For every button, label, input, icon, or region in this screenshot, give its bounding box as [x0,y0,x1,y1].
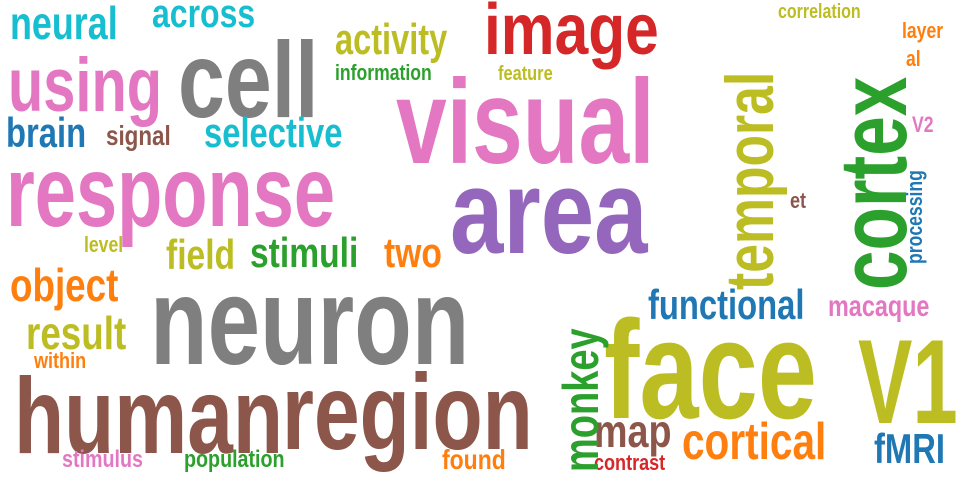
word-visual: visual [396,55,655,189]
word-neuron: neuron [150,253,470,391]
word-contrast: contrast [594,450,666,475]
word-brain: brain [6,109,87,156]
word-activity: activity [335,15,448,64]
word-signal: signal [106,120,171,151]
word-cell: cell [178,19,319,140]
word-two: two [384,229,442,276]
word-cortical: cortical [682,413,827,471]
word-region: region [282,351,533,472]
word-face: face [604,291,817,448]
word-response: response [6,136,336,248]
word-processing: processing [902,170,927,264]
word-correlation: correlation [778,1,861,23]
word-human: human [14,355,284,476]
word-functional: functional [648,281,805,328]
word-neural: neural [10,0,118,49]
word-V1: V1 [858,315,958,449]
word-layer: layer [902,18,944,43]
word-field: field [166,231,236,278]
word-macaque: macaque [828,290,930,323]
word-stimuli: stimuli [250,229,359,276]
word-across: across [152,0,256,36]
word-using: using [8,43,163,128]
word-et: et [790,188,807,213]
word-monkey: monkey [553,328,609,472]
word-image: image [484,0,659,70]
word-object: object [10,259,119,311]
word-stimulus: stimulus [62,446,143,473]
word-within: within [34,348,87,373]
word-area: area [450,145,648,279]
word-found: found [442,444,506,475]
word-al: al [906,46,921,71]
word-fMRI: fMRI [874,425,945,472]
word-V2: V2 [912,112,934,137]
word-information: information [335,60,432,85]
word-temporal: temporal [712,71,788,290]
word-selective: selective [204,109,343,156]
word-map: map [594,405,672,457]
word-result: result [26,307,127,359]
word-level: level [84,232,124,257]
word-feature: feature [498,63,553,85]
word-population: population [184,446,285,473]
